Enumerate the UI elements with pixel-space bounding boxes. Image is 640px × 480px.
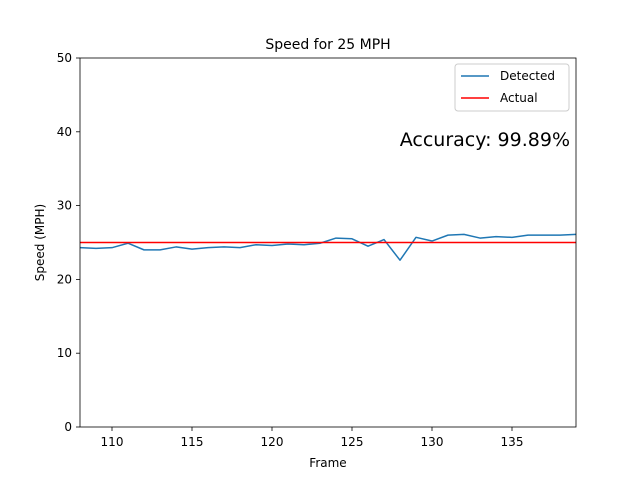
y-tick-label: 10 [57,346,72,360]
legend: Detected Actual [454,63,570,112]
x-tick-label: 125 [341,435,364,449]
y-tick-label: 50 [57,51,72,65]
plot-area: 110 115 120 125 130 135 0 10 20 30 40 50 [57,51,577,449]
y-tick-label: 40 [57,125,72,139]
x-tick-label: 120 [261,435,284,449]
x-tick-label: 130 [421,435,444,449]
chart-title: Speed for 25 MPH [265,37,390,53]
y-axis-label: Speed (MPH) [33,204,47,281]
series-line-detected [80,233,576,261]
series-group [80,233,576,261]
legend-label-actual: Actual [500,91,538,105]
x-axis-label: Frame [309,456,346,470]
axes-frame [79,57,577,428]
accuracy-annotation: Accuracy: 99.89% [400,129,570,151]
legend-label-detected: Detected [500,69,555,83]
x-tick-label: 110 [101,435,124,449]
x-tick-label: 115 [181,435,204,449]
y-tick-label: 20 [57,272,72,286]
x-tick-label: 135 [501,435,524,449]
y-tick-label: 0 [64,420,72,434]
y-tick-label: 30 [57,199,72,213]
